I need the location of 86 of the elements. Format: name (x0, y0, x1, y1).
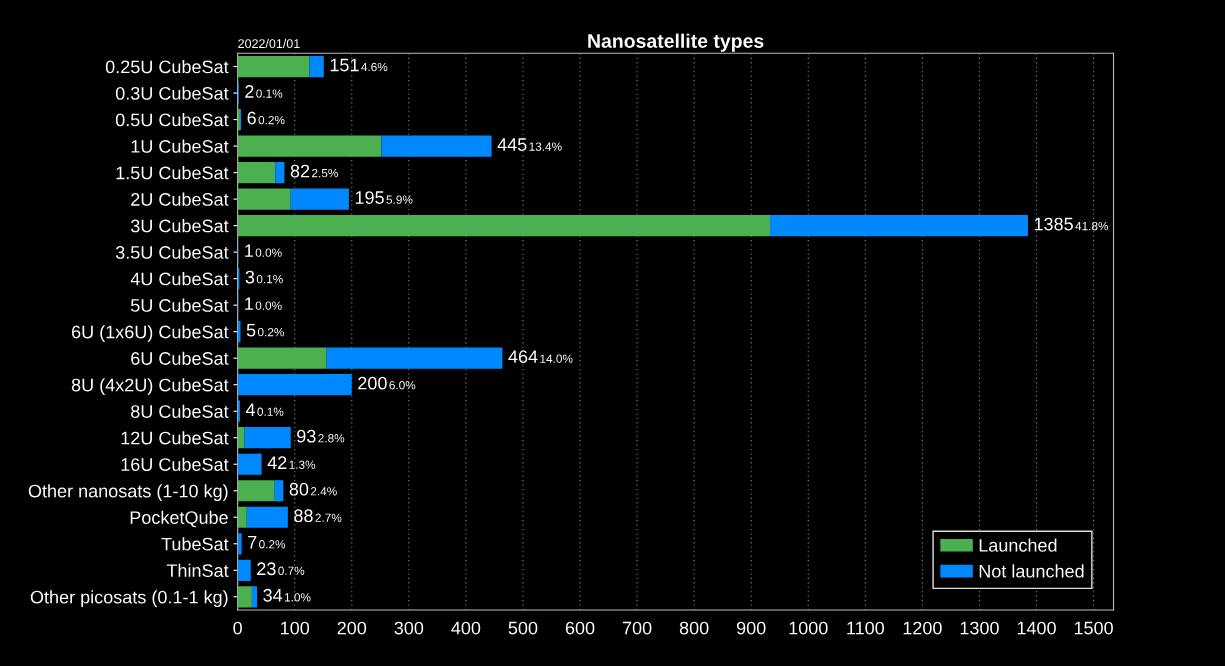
text: 2022/01/01 (238, 38, 300, 49)
y-tick-label: 6U CubeSat (131, 351, 229, 365)
x-tick-label: 1100 (847, 621, 885, 635)
y-tick-label: 16U CubeSat (121, 457, 229, 471)
bar (237, 321, 241, 343)
x-tick-label: 400 (451, 621, 481, 635)
bar (275, 161, 285, 184)
x-tick-label: 100 (281, 621, 310, 635)
total-label: 46414.0% (508, 350, 573, 364)
x-tick-label: 1300 (960, 621, 999, 635)
x-tick-label: 600 (565, 621, 595, 635)
y-tick-label: 12U CubeSat (121, 431, 229, 445)
x-tick-label: 200 (337, 621, 367, 635)
x-tick-label: 900 (736, 621, 766, 635)
bar (237, 586, 252, 608)
total-label: 10.0% (245, 244, 282, 257)
y-tick-label: 5U CubeSat (130, 298, 229, 312)
bar (251, 586, 258, 608)
bar (246, 506, 288, 528)
bar (237, 215, 771, 237)
total-label: 882.7% (294, 509, 342, 523)
bar (326, 347, 503, 369)
x-tick-label: 300 (394, 621, 424, 635)
x-tick-label: 500 (508, 621, 538, 635)
x-tick-label: 1200 (903, 621, 942, 635)
total-label: 50.2% (246, 323, 284, 337)
y-tick-label: 1U CubeSat (131, 139, 229, 153)
total-label: 421.3% (267, 456, 316, 469)
bar (237, 347, 327, 369)
total-label: 341.0% (263, 588, 311, 602)
y-tick-label: 8U (4x2U) CubeSat (71, 378, 229, 395)
x-tick-label: 700 (622, 621, 652, 635)
y-tick-label: 2U CubeSat (131, 192, 229, 206)
x-tick-label: 0 (233, 621, 242, 635)
total-label: 70.2% (248, 536, 286, 549)
bar (770, 215, 1028, 237)
total-label: 60.2% (247, 111, 285, 125)
y-tick-label: 3U CubeSat (130, 219, 229, 233)
bar (237, 453, 262, 475)
y-tick-label: 0.5U CubeSat (115, 113, 229, 127)
y-tick-label: TubeSat (161, 537, 229, 551)
total-label: 230.7% (257, 562, 305, 576)
bar (237, 188, 291, 210)
total-label: 1514.6% (330, 58, 388, 72)
y-tick-label: Other picosats (0.1-1 kg) (30, 590, 228, 608)
y-tick-label: 1.5U CubeSat (116, 166, 229, 180)
x-tick-label: 800 (679, 621, 709, 635)
bar (274, 480, 284, 502)
y-tick-label: PocketQube (130, 510, 228, 528)
legend-label: Not launched (979, 564, 1084, 578)
total-label: 2006.0% (358, 376, 416, 390)
y-tick-label: 3.5U CubeSat (115, 245, 229, 259)
bar (381, 135, 492, 157)
total-label: 20.1% (245, 85, 283, 98)
y-tick-label: 4U CubeSat (130, 272, 229, 286)
bar (237, 480, 275, 502)
bar (237, 559, 251, 581)
bar (237, 135, 382, 157)
y-tick-label: 0.25U CubeSat (105, 59, 229, 74)
bar (237, 374, 352, 396)
bar (237, 506, 247, 528)
total-label: 138541.8% (1034, 217, 1109, 231)
bar (237, 161, 276, 184)
y-tick-label: 0.3U CubeSat (115, 86, 229, 100)
total-label: 30.1% (245, 270, 283, 284)
bar (290, 188, 349, 210)
y-tick-label: 6U (1x6U) CubeSat (71, 325, 229, 342)
legend-label: Launched (979, 538, 1057, 552)
y-tick-label: 8U CubeSat (131, 404, 229, 418)
bar (237, 55, 310, 78)
y-tick-label: Other nanosats (1-10 kg) (28, 484, 228, 502)
total-label: 822.5% (290, 164, 338, 178)
total-label: 44513.4% (497, 138, 562, 151)
y-tick-label: ThinSat (166, 563, 229, 578)
x-tick-label: 1400 (1017, 621, 1056, 635)
x-tick-label: 1500 (1074, 621, 1113, 635)
total-label: 932.8% (297, 429, 345, 443)
bar (237, 533, 242, 555)
total-label: 40.1% (245, 403, 284, 416)
total-label: 1955.9% (355, 191, 413, 204)
x-tick-label: 1000 (789, 621, 828, 635)
bar (309, 55, 324, 78)
total-label: 10.0% (245, 297, 282, 310)
chart-title: Nanosatellite types (588, 33, 764, 52)
total-label: 802.4% (289, 482, 337, 496)
bar (244, 427, 291, 449)
